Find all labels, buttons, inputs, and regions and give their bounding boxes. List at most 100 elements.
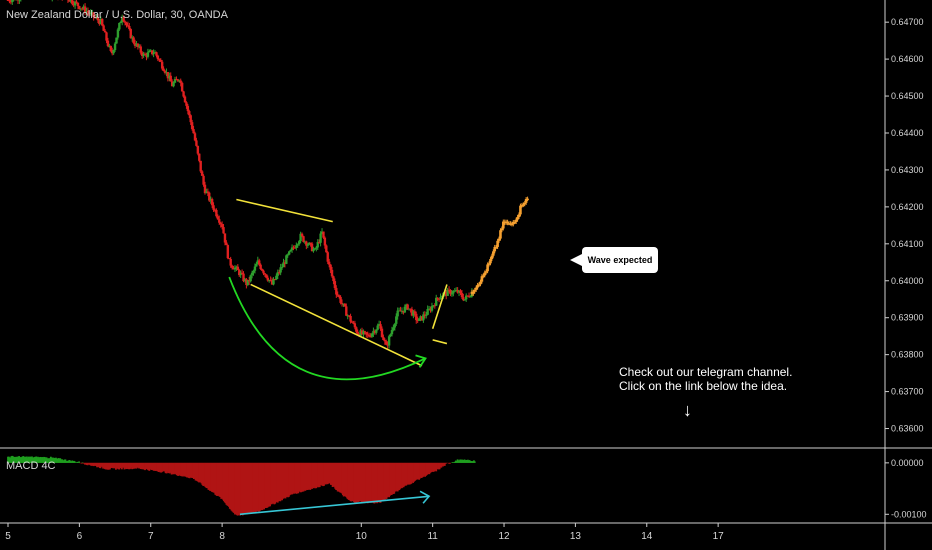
candle-body xyxy=(105,32,108,41)
candle-body xyxy=(423,314,427,316)
projection-candle xyxy=(512,221,515,225)
x-tick-label: 14 xyxy=(641,531,653,542)
candle-body xyxy=(240,272,244,274)
candle-body xyxy=(118,22,121,30)
candle-body xyxy=(332,276,335,282)
y-tick-label: 0.63600 xyxy=(891,424,924,434)
candle-body xyxy=(440,296,444,298)
macd-bar xyxy=(473,461,476,463)
candle-body xyxy=(456,290,459,293)
candle-body xyxy=(288,251,291,255)
candle-body xyxy=(156,55,160,60)
note-line-2: Click on the link below the idea. xyxy=(619,379,788,393)
candle-body xyxy=(165,72,168,74)
candle-body xyxy=(183,96,187,103)
candle-body xyxy=(396,310,399,317)
candle-body xyxy=(403,306,407,313)
candle-body xyxy=(200,171,204,176)
y-tick-label: 0.64100 xyxy=(891,239,924,249)
down-arrow-icon: ↓ xyxy=(683,400,692,420)
candle-body xyxy=(252,270,255,273)
candle-body xyxy=(180,82,184,92)
candle-body xyxy=(282,262,285,268)
candle-body xyxy=(76,2,80,7)
projection-candle xyxy=(523,202,527,205)
candle-body xyxy=(387,336,391,346)
wave-expected-callout[interactable]: Wave expected xyxy=(570,247,658,273)
candle-body xyxy=(196,145,200,154)
candle-body xyxy=(319,233,322,243)
candle-body xyxy=(325,245,328,253)
candle-body xyxy=(162,68,165,72)
candle-body xyxy=(225,242,228,246)
candle-body xyxy=(146,52,150,57)
candle-body xyxy=(215,209,218,217)
candle-body xyxy=(75,1,78,3)
candle-body xyxy=(429,308,432,311)
candle-body xyxy=(283,262,287,264)
candle-body xyxy=(216,216,220,220)
candle-body xyxy=(317,242,321,244)
projection-candle xyxy=(506,221,509,224)
candle-body xyxy=(405,304,408,307)
y-tick-label: 0.64700 xyxy=(891,17,924,27)
candle-body xyxy=(206,191,210,193)
candle-body xyxy=(265,274,268,278)
candle-body xyxy=(176,79,180,81)
candle-body xyxy=(93,17,97,19)
trendline-flag-left xyxy=(431,284,448,330)
candle-body xyxy=(439,296,442,300)
candle-body xyxy=(447,289,451,291)
candle-body xyxy=(220,224,224,228)
candle-body xyxy=(289,249,292,252)
candle-body xyxy=(359,330,362,337)
candle-body xyxy=(170,81,174,87)
candle-body xyxy=(159,59,162,62)
candle-body xyxy=(469,296,472,298)
candle-body xyxy=(249,275,252,282)
y-tick-label: 0.64300 xyxy=(891,165,924,175)
candle-body xyxy=(379,324,382,329)
candle-body xyxy=(218,219,221,223)
candle-body xyxy=(155,52,158,56)
macd-tick-label: 0.00000 xyxy=(891,458,924,468)
candle-body xyxy=(367,334,371,337)
candle-body xyxy=(86,11,90,13)
x-tick-label: 7 xyxy=(148,531,154,542)
candle-body xyxy=(148,51,151,53)
candle-body xyxy=(286,254,289,256)
candle-body xyxy=(139,46,142,53)
candle-body xyxy=(436,297,439,299)
candle-body xyxy=(426,309,429,315)
candle-body xyxy=(365,332,368,335)
candle-body xyxy=(101,18,104,26)
projection-candle xyxy=(499,230,502,239)
candle-body xyxy=(347,315,351,317)
candle-body xyxy=(269,279,272,281)
candle-body xyxy=(412,311,415,316)
curve-arrow-head xyxy=(415,354,427,368)
candle-body xyxy=(166,72,170,79)
candle-body xyxy=(228,258,231,260)
projection-candle xyxy=(497,238,501,241)
candle-body xyxy=(172,82,175,87)
macd-bar xyxy=(444,462,447,464)
candle-body xyxy=(413,311,417,314)
candle-body xyxy=(98,20,101,25)
candle-body xyxy=(327,261,331,265)
candle-body xyxy=(188,111,191,116)
candle-body xyxy=(18,0,21,1)
candle-body xyxy=(410,309,414,316)
macd-bar xyxy=(73,461,76,463)
candle-body xyxy=(342,303,345,305)
candle-body xyxy=(406,304,409,310)
candle-body xyxy=(346,315,349,317)
projection-candle xyxy=(472,291,475,294)
projection-candle xyxy=(519,205,522,215)
candle-body xyxy=(306,244,309,246)
candle-body xyxy=(377,324,381,326)
candle-body xyxy=(256,260,259,265)
candle-body xyxy=(8,0,11,2)
candle-body xyxy=(355,327,358,332)
